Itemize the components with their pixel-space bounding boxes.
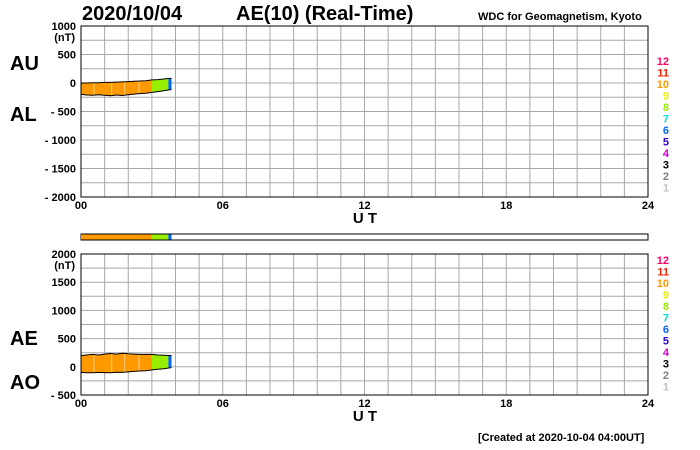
data-fill-band (168, 353, 172, 373)
x-tick-label: 24 (642, 398, 655, 410)
data-fill-band (151, 353, 169, 373)
x-tick-label: 24 (642, 200, 655, 212)
x-axis-label: U T (353, 408, 377, 425)
series-label-au: AU (10, 53, 39, 75)
coverage-strip-segment (168, 234, 172, 240)
plot-frame (80, 25, 649, 198)
color-key-label: 8 (663, 301, 669, 313)
x-tick-label: 18 (500, 398, 512, 410)
y-tick-label: - 2000 (45, 192, 76, 204)
color-key-label: 4 (663, 148, 670, 160)
x-tick-label: 18 (500, 200, 512, 212)
color-key-label: 3 (663, 359, 669, 371)
y-tick-label: - 1500 (45, 164, 76, 176)
color-key-label: 8 (663, 102, 669, 114)
color-key-label: 10 (657, 278, 669, 290)
series-line-ao (80, 367, 172, 374)
plot-frame (80, 253, 649, 396)
data-fill-group (81, 353, 172, 373)
unit-label: (nT) (54, 260, 75, 272)
color-key-label: 6 (663, 324, 669, 336)
color-key-label: 10 (657, 79, 669, 91)
color-key-label: 9 (663, 290, 669, 302)
color-key-label: 2 (663, 171, 669, 183)
plot-title: AE(10) (Real-Time) (236, 3, 414, 25)
data-fill-band (81, 353, 152, 373)
data-fill-band (168, 78, 172, 96)
color-key-label: 6 (663, 125, 669, 137)
color-key-label: 5 (663, 336, 669, 348)
series-label-ao: AO (10, 372, 40, 394)
color-key-label: 12 (657, 56, 669, 68)
unit-label: (nT) (54, 32, 75, 44)
y-tick-label: - 500 (51, 107, 76, 119)
color-key-label: 7 (663, 313, 669, 325)
y-tick-label: 1000 (52, 21, 76, 33)
color-key-label: 5 (663, 137, 669, 149)
color-key-label: 12 (657, 255, 669, 267)
series-line-au (81, 77, 172, 84)
created-timestamp: [Created at 2020-10-04 04:00UT] (478, 432, 645, 444)
color-key-label: 11 (657, 68, 669, 80)
x-tick-label: 00 (75, 398, 87, 410)
y-tick-label: 1000 (52, 305, 76, 317)
y-tick-label: - 500 (51, 390, 76, 402)
coverage-strip-segment (151, 234, 169, 240)
x-tick-label: 06 (217, 398, 229, 410)
color-key-label: 2 (663, 370, 669, 382)
color-key-label: 1 (663, 183, 669, 195)
series-line-al (80, 89, 172, 97)
x-tick-label: 00 (75, 200, 87, 212)
y-tick-label: 0 (70, 78, 76, 90)
y-tick-label: 2000 (52, 249, 76, 261)
x-tick-label: 12 (358, 200, 370, 212)
color-key-label: 9 (663, 91, 669, 103)
x-tick-label: 06 (217, 200, 229, 212)
y-tick-label: 500 (58, 50, 76, 62)
y-tick-label: 1500 (52, 277, 76, 289)
series-label-al: AL (10, 104, 37, 126)
x-tick-label: 12 (358, 398, 370, 410)
series-label-ae: AE (10, 328, 38, 350)
color-key-label: 7 (663, 114, 669, 126)
x-axis-label: U T (353, 210, 377, 227)
color-key-label: 3 (663, 160, 669, 172)
y-tick-label: 0 (70, 362, 76, 374)
series-line-ae (80, 352, 172, 356)
color-key-label: 11 (657, 267, 669, 279)
color-key-label: 4 (663, 347, 670, 359)
plot-date: 2020/10/04 (82, 3, 183, 25)
coverage-strip-segment (81, 234, 152, 240)
y-tick-label: 500 (58, 334, 76, 346)
institution-label: WDC for Geomagnetism, Kyoto (478, 11, 642, 23)
color-key-label: 1 (663, 382, 669, 394)
y-tick-label: - 1000 (45, 135, 76, 147)
